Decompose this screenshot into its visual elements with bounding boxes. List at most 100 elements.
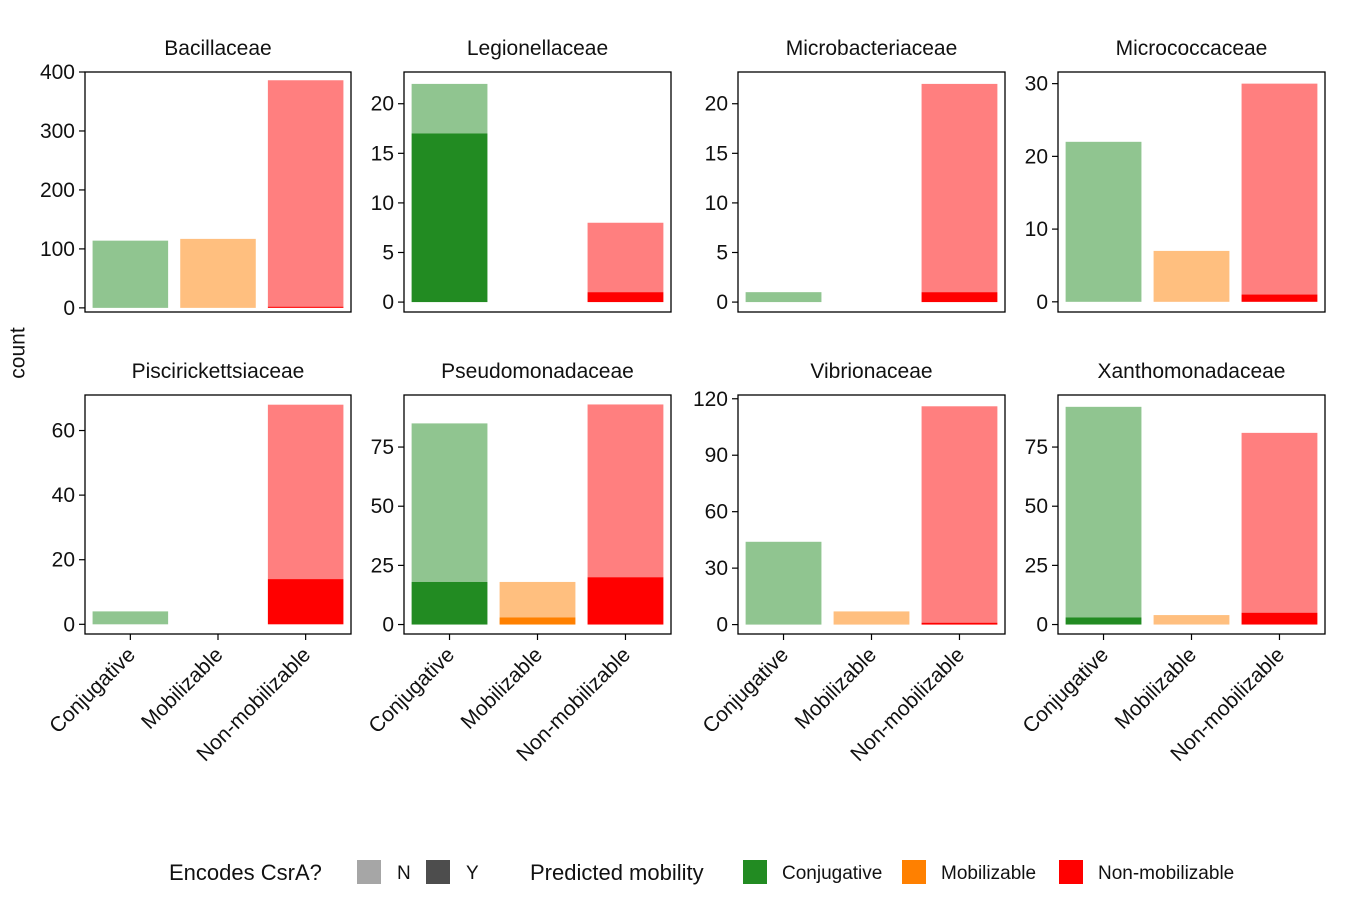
y-tick-label-microbacteriaceae-10: 10 [705,192,728,215]
x-tick-label-piscirickettsiaceae-mobilizable: Mobilizable [137,643,228,734]
x-tick-label-vibrionaceae-mobilizable: Mobilizable [790,643,881,734]
y-tick-label-xanthomonadaceae-0: 0 [1036,614,1048,637]
y-tick-label-legionellaceae-5: 5 [382,241,394,264]
bar-microbacteriaceae-conjugative-n [745,292,822,303]
panel-pseudomonadaceae: Pseudomonadaceae 0 25 50 75 ConjugativeMobili… [364,360,672,766]
panel-bacillaceae: Bacillaceae 0 100 200 300 400 [40,37,352,320]
y-tick-label-vibrionaceae-120: 120 [693,388,728,411]
legend-key-csra-y [426,860,450,884]
bar-vibrionaceae-non-mobilizable-y [921,622,998,625]
legend-label-csra-y: Y [466,863,479,884]
y-tick-label-vibrionaceae-0: 0 [716,614,728,637]
panel-vibrionaceae: Vibrionaceae 0 30 60 90 120 ConjugativeMobiliz… [693,360,1006,766]
y-tick-label-vibrionaceae-60: 60 [705,501,728,524]
facet-title-vibrionaceae: Vibrionaceae [810,360,932,383]
y-tick-label-microbacteriaceae-0: 0 [716,291,728,314]
bar-vibrionaceae-non-mobilizable-n [921,406,998,623]
y-tick-label-micrococcaceae-0: 0 [1036,291,1048,314]
y-tick-label-xanthomonadaceae-50: 50 [1025,495,1048,518]
panel-piscirickettsiaceae: Piscirickettsiaceae 0 20 40 60 ConjugativeMob… [45,360,352,766]
legend-title-mobility: Predicted mobility [530,860,704,885]
legend-key-mobility-conjugative [743,860,767,884]
panel-legionellaceae: Legionellaceae 0 5 10 15 20 [371,37,672,314]
bar-legionellaceae-non-mobilizable-n [587,222,664,293]
chart-panels: Bacillaceae0100200300400Legionellaceae05… [40,37,1326,766]
panel-xanthomonadaceae: Xanthomonadaceae 0 25 50 75 ConjugativeMobili… [1018,360,1326,766]
bar-xanthomonadaceae-non-mobilizable-n [1241,432,1318,613]
bar-pseudomonadaceae-conjugative-n [411,423,488,582]
y-tick-label-legionellaceae-15: 15 [371,142,394,165]
bar-xanthomonadaceae-non-mobilizable-y [1241,612,1318,625]
x-tick-label-pseudomonadaceae-mobilizable: Mobilizable [456,643,547,734]
y-tick-label-pseudomonadaceae-75: 75 [371,436,394,459]
panel-border-microbacteriaceae [737,71,1006,313]
legend-key-csra-n [357,860,381,884]
y-tick-label-piscirickettsiaceae-40: 40 [52,484,75,507]
x-tick-label-pseudomonadaceae-conjugative: Conjugative [364,643,459,738]
y-tick-label-microbacteriaceae-15: 15 [705,142,728,165]
bar-xanthomonadaceae-conjugative-n [1065,406,1142,618]
legend-key-mobility-non-mobilizable [1059,860,1083,884]
bar-piscirickettsiaceae-conjugative-n [92,611,169,625]
legend-label-csra-n: N [397,863,411,884]
y-tick-label-piscirickettsiaceae-20: 20 [52,549,75,572]
y-tick-label-vibrionaceae-90: 90 [705,444,728,467]
bar-bacillaceae-conjugative-n [92,240,169,308]
x-tick-label-xanthomonadaceae-conjugative: Conjugative [1018,643,1113,738]
y-tick-label-pseudomonadaceae-25: 25 [371,554,394,577]
bar-micrococcaceae-conjugative-n [1065,141,1142,302]
bar-piscirickettsiaceae-non-mobilizable-y [267,579,344,625]
y-tick-label-xanthomonadaceae-25: 25 [1025,554,1048,577]
facet-title-microbacteriaceae: Microbacteriaceae [786,37,958,60]
bar-xanthomonadaceae-mobilizable-n [1153,615,1230,625]
y-tick-label-vibrionaceae-30: 30 [705,557,728,580]
y-tick-label-legionellaceae-10: 10 [371,192,394,215]
panel-border-micrococcaceae [1057,71,1326,313]
y-tick-label-bacillaceae-100: 100 [40,238,75,261]
y-tick-label-pseudomonadaceae-0: 0 [382,614,394,637]
bar-pseudomonadaceae-conjugative-y [411,581,488,625]
legend-title-csra: Encodes CsrA? [169,860,322,885]
panel-border-bacillaceae [84,71,352,313]
facet-title-pseudomonadaceae: Pseudomonadaceae [441,360,634,383]
bar-bacillaceae-mobilizable-n [180,238,256,308]
bar-micrococcaceae-mobilizable-n [1153,250,1230,302]
bar-pseudomonadaceae-mobilizable-n [499,581,576,618]
bar-bacillaceae-non-mobilizable-n [267,80,344,307]
y-tick-label-microbacteriaceae-5: 5 [716,241,728,264]
y-tick-label-bacillaceae-200: 200 [40,179,75,202]
bar-pseudomonadaceae-non-mobilizable-y [587,577,664,625]
bar-pseudomonadaceae-mobilizable-y [499,617,576,625]
legend-label-mobility-non-mobilizable: Non-mobilizable [1098,863,1234,884]
bar-legionellaceae-non-mobilizable-y [587,292,664,303]
panel-border-legionellaceae [403,71,672,313]
bar-microbacteriaceae-non-mobilizable-y [921,292,998,303]
legend-label-mobility-conjugative: Conjugative [782,863,882,884]
x-tick-label-piscirickettsiaceae-conjugative: Conjugative [45,643,140,738]
bar-xanthomonadaceae-conjugative-y [1065,617,1142,625]
facet-title-bacillaceae: Bacillaceae [164,37,271,60]
y-tick-label-bacillaceae-0: 0 [63,297,75,320]
bar-legionellaceae-conjugative-y [411,133,488,303]
bar-bacillaceae-non-mobilizable-y [267,306,344,308]
y-tick-label-micrococcaceae-10: 10 [1025,218,1048,241]
legend-key-mobility-mobilizable [902,860,926,884]
facet-title-legionellaceae: Legionellaceae [467,37,608,60]
y-tick-label-bacillaceae-300: 300 [40,120,75,143]
panel-micrococcaceae: Micrococcaceae 0 10 20 30 [1025,37,1326,314]
bar-piscirickettsiaceae-non-mobilizable-n [267,404,344,580]
x-tick-label-xanthomonadaceae-mobilizable: Mobilizable [1110,643,1201,734]
legend: Encodes CsrA? N Y Predicted mobility Conjuga… [169,860,1234,885]
y-tick-label-pseudomonadaceae-50: 50 [371,495,394,518]
y-tick-label-legionellaceae-20: 20 [371,93,394,116]
panel-microbacteriaceae: Microbacteriaceae 0 5 10 15 20 [705,37,1006,314]
legend-label-mobility-mobilizable: Mobilizable [941,863,1036,884]
bar-micrococcaceae-non-mobilizable-y [1241,294,1318,302]
y-tick-label-xanthomonadaceae-75: 75 [1025,436,1048,459]
x-tick-label-vibrionaceae-conjugative: Conjugative [698,643,793,738]
y-tick-label-micrococcaceae-30: 30 [1025,73,1048,96]
bar-microbacteriaceae-non-mobilizable-n [921,83,998,293]
y-tick-label-bacillaceae-400: 400 [40,61,75,84]
bar-pseudomonadaceae-non-mobilizable-n [587,404,664,578]
